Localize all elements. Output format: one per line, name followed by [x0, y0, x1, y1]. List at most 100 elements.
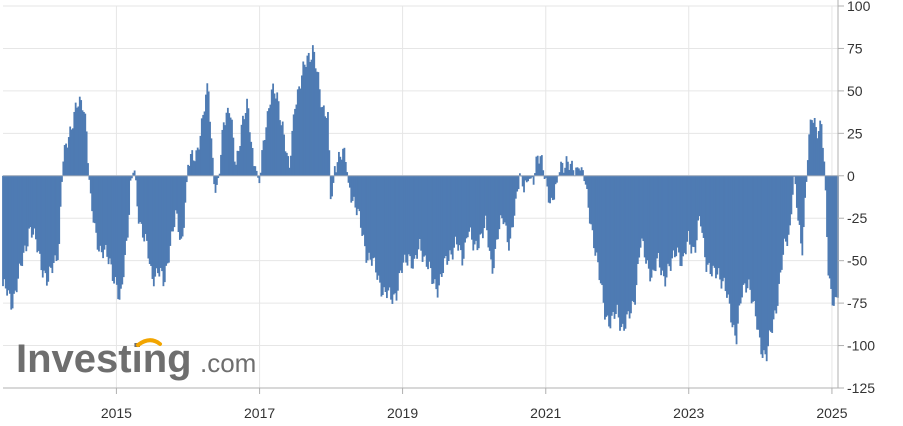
data-bar — [826, 175, 828, 238]
data-bar — [343, 147, 346, 176]
data-bar — [283, 134, 285, 176]
data-bar — [811, 120, 813, 176]
data-bar — [446, 175, 449, 265]
data-bar — [756, 175, 759, 330]
data-bar — [24, 175, 26, 246]
data-bar — [244, 113, 247, 176]
data-bar — [7, 175, 10, 291]
x-tick-label: 2019 — [387, 405, 418, 421]
data-bar — [797, 175, 800, 221]
data-bar — [296, 89, 299, 176]
data-bar — [257, 175, 259, 178]
data-bar — [771, 175, 774, 333]
data-bar — [719, 175, 721, 280]
data-bar — [394, 175, 397, 294]
data-bar — [247, 108, 250, 176]
data-bar — [680, 175, 683, 267]
data-bar — [28, 175, 30, 229]
data-bar — [310, 59, 313, 176]
data-bar — [455, 175, 458, 245]
data-bar — [158, 175, 161, 277]
data-bar — [542, 170, 545, 176]
data-bar — [660, 175, 663, 276]
data-bar — [140, 175, 143, 224]
data-bar — [187, 164, 189, 176]
data-bar — [691, 175, 694, 247]
data-bar — [136, 175, 139, 207]
data-bar — [373, 175, 376, 258]
data-bar — [102, 175, 104, 259]
data-bar — [113, 175, 115, 284]
data-bar — [100, 175, 103, 253]
data-bar — [635, 175, 638, 286]
data-bar — [277, 101, 280, 176]
data-bar — [569, 163, 572, 176]
data-bar — [235, 164, 237, 176]
data-bar — [672, 175, 675, 251]
data-bar — [653, 175, 656, 271]
data-bar — [769, 175, 772, 332]
data-bar — [177, 175, 180, 233]
data-bar — [816, 138, 819, 176]
data-bar — [174, 175, 177, 211]
data-bar — [353, 175, 355, 197]
data-bar — [608, 175, 610, 327]
data-bar — [261, 150, 264, 176]
data-bar — [401, 175, 403, 273]
data-bar — [746, 175, 749, 289]
data-bar — [269, 104, 272, 176]
data-bar — [370, 175, 373, 266]
data-bar — [151, 175, 154, 279]
data-bar — [8, 175, 11, 294]
data-bar — [66, 147, 69, 176]
data-bar — [789, 175, 791, 226]
data-bar — [778, 175, 780, 284]
data-bar — [22, 175, 25, 253]
data-bar — [383, 175, 386, 288]
data-bar — [708, 175, 711, 263]
data-bar — [694, 175, 697, 253]
data-bar — [335, 172, 338, 176]
data-bar — [106, 175, 109, 257]
data-bar — [428, 175, 431, 262]
data-bar — [631, 175, 634, 301]
data-bar — [176, 175, 179, 214]
data-bar — [590, 175, 593, 225]
data-bar — [776, 175, 779, 306]
data-bar — [610, 175, 613, 316]
data-bar — [763, 175, 765, 351]
data-bar — [172, 175, 174, 232]
y-tick-label: 75 — [847, 40, 863, 56]
data-bar — [155, 175, 158, 269]
data-bar — [366, 175, 369, 261]
data-bar — [10, 175, 13, 310]
data-bar — [29, 175, 32, 228]
data-bar — [538, 163, 541, 176]
x-tick-label: 2017 — [244, 405, 275, 421]
data-bar — [313, 51, 316, 176]
data-bar — [26, 175, 29, 247]
data-bar — [447, 175, 450, 261]
data-bar — [274, 98, 277, 176]
data-bar — [210, 138, 213, 176]
data-bar — [828, 175, 831, 279]
data-bar — [332, 175, 335, 183]
data-bar — [305, 66, 307, 176]
data-bar — [620, 175, 623, 328]
data-bar — [324, 116, 327, 176]
data-bar — [457, 175, 460, 251]
data-bar — [399, 175, 402, 271]
data-bar — [662, 175, 665, 277]
data-bar — [78, 96, 81, 176]
data-bar — [351, 175, 354, 201]
data-bar — [638, 175, 641, 258]
data-bar — [632, 175, 635, 303]
data-bar — [87, 163, 89, 176]
data-bar — [157, 175, 159, 274]
data-bar — [813, 117, 816, 176]
data-bar — [625, 175, 628, 315]
data-bar — [240, 124, 243, 176]
data-bar — [794, 175, 797, 185]
data-bar — [372, 175, 375, 259]
data-bar — [288, 167, 291, 176]
